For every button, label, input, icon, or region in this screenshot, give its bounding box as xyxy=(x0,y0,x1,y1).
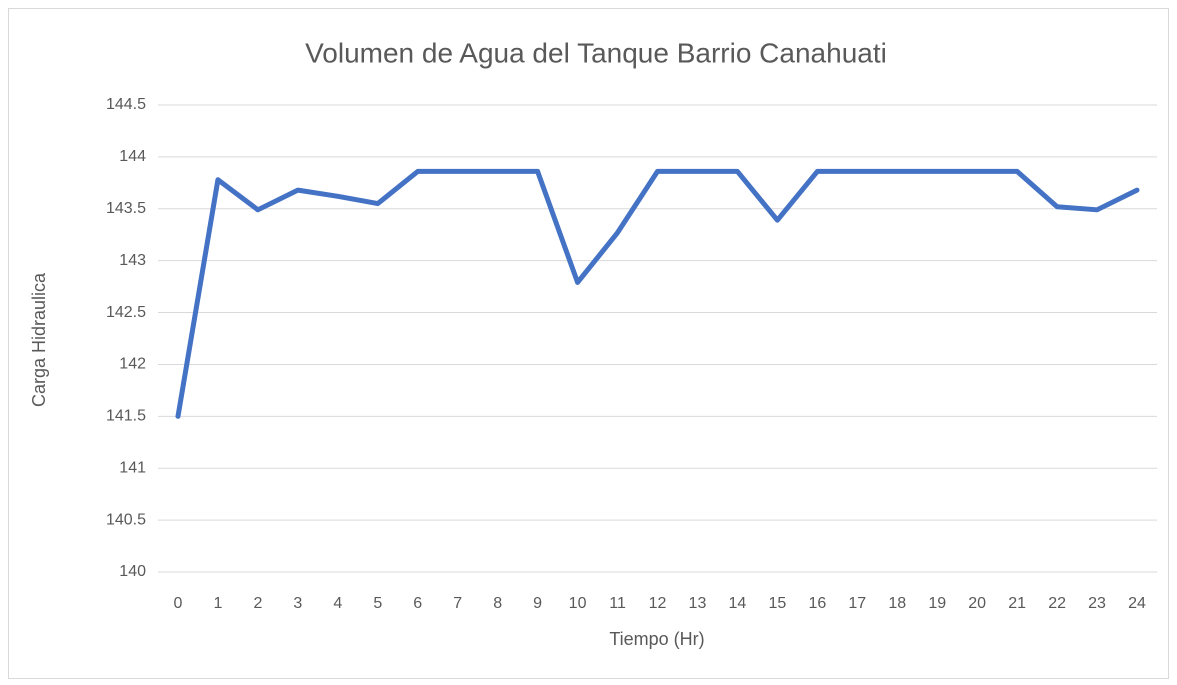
y-tick-label: 141 xyxy=(119,459,146,476)
x-tick-label: 21 xyxy=(1008,595,1026,612)
x-tick-label: 3 xyxy=(293,595,302,612)
y-tick-label: 143.5 xyxy=(106,200,146,217)
x-tick-label: 0 xyxy=(174,595,183,612)
x-tick-label: 14 xyxy=(729,595,747,612)
y-tick-label: 140.5 xyxy=(106,511,146,528)
x-tick-label: 22 xyxy=(1048,595,1066,612)
x-tick-label: 24 xyxy=(1128,595,1146,612)
y-tick-label: 140 xyxy=(119,563,146,580)
y-tick-label: 142.5 xyxy=(106,304,146,321)
y-tick-label: 144.5 xyxy=(106,96,146,113)
x-tick-label: 2 xyxy=(253,595,262,612)
x-tick-label: 15 xyxy=(768,595,786,612)
x-tick-label: 12 xyxy=(649,595,667,612)
y-tick-label: 142 xyxy=(119,356,146,373)
x-tick-label: 18 xyxy=(888,595,906,612)
y-tick-label: 144 xyxy=(119,148,146,165)
x-tick-label: 19 xyxy=(928,595,946,612)
chart-title: Volumen de Agua del Tanque Barrio Canahu… xyxy=(305,37,887,68)
x-tick-label: 10 xyxy=(569,595,587,612)
y-axis-title: Carga Hidraulica xyxy=(29,272,49,407)
x-tick-label: 1 xyxy=(213,595,222,612)
x-tick-label: 23 xyxy=(1088,595,1106,612)
x-tick-label: 8 xyxy=(493,595,502,612)
x-tick-label: 11 xyxy=(609,595,626,612)
x-tick-label: 4 xyxy=(333,595,342,612)
y-tick-label: 143 xyxy=(119,252,146,269)
chart-border xyxy=(8,8,1169,679)
x-axis-title: Tiempo (Hr) xyxy=(609,629,704,649)
data-line xyxy=(175,168,1140,419)
x-tick-label: 13 xyxy=(689,595,707,612)
x-tick-label: 9 xyxy=(533,595,542,612)
x-tick-label: 6 xyxy=(413,595,422,612)
y-tick-label: 141.5 xyxy=(106,408,146,425)
x-tick-label: 16 xyxy=(808,595,826,612)
x-tick-label: 17 xyxy=(848,595,866,612)
x-tick-label: 7 xyxy=(453,595,462,612)
x-tick-label: 20 xyxy=(968,595,986,612)
x-tick-label: 5 xyxy=(373,595,382,612)
